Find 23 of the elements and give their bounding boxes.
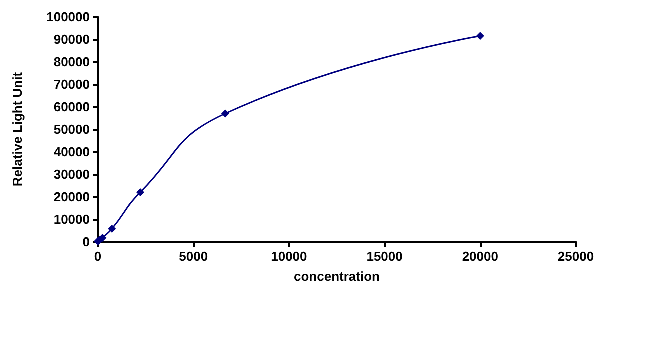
y-tick-label: 80000 [54,54,90,70]
x-tick-label: 25000 [558,249,594,264]
y-tick-label: 50000 [54,122,90,137]
x-tick-label: 15000 [366,249,403,264]
y-tick-label: 20000 [54,190,90,204]
point [136,188,144,196]
y-tick-label: 60000 [54,100,90,114]
x-tick-label: 0 [94,249,102,264]
y-tick-label: 10000 [54,212,90,227]
y-axis-title: Relative Light Unit [10,72,25,187]
point [108,224,116,233]
point [221,110,230,118]
y-tick-label: 30000 [54,167,90,182]
y-tick-label: 70000 [54,77,90,92]
x-tick-label: 5000 [179,249,208,264]
y-tick-label: 40000 [54,144,90,160]
y-tick-label: 90000 [54,32,90,47]
y-tick-label: 100000 [46,10,90,24]
point [476,32,484,40]
x-axis-title: concentration [294,269,380,284]
x-tick-label: 10000 [271,249,308,264]
y-tick-label: 0 [82,234,90,250]
x-tick-label: 20000 [462,249,498,264]
